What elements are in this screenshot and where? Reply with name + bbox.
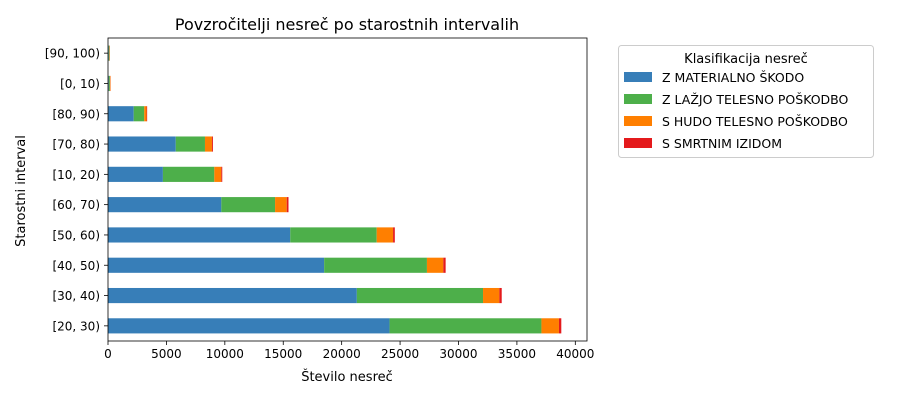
y-tick-label-8: [80, 90) bbox=[52, 107, 100, 121]
bar-segment-5-4 bbox=[286, 197, 289, 213]
y-tick-label-1: [20, 30) bbox=[52, 319, 100, 333]
bar-segment-4-3 bbox=[376, 227, 394, 243]
bar-segment-7-4 bbox=[211, 136, 213, 152]
legend-items: Z MATERIALNO ŠKODO Z LAŽJO TELESNO POŠKOD… bbox=[624, 70, 849, 151]
bar-segment-6-1 bbox=[108, 166, 163, 182]
bar-segment-6-2 bbox=[162, 166, 215, 182]
chart-title: Povzročitelji nesreč po starostnih inter… bbox=[175, 15, 519, 34]
bar-segment-7-1 bbox=[108, 136, 176, 152]
bar-segment-3-1 bbox=[108, 257, 325, 273]
bar-segment-3-2 bbox=[324, 257, 427, 273]
bar-segment-2-2 bbox=[356, 287, 484, 304]
bar-segment-2-4 bbox=[499, 287, 502, 304]
y-tick-label-10: [90, 100) bbox=[45, 47, 100, 61]
legend-swatch-3 bbox=[624, 116, 652, 126]
x-tick-label-7: 30000 bbox=[439, 347, 477, 361]
bar-segment-9-1 bbox=[108, 75, 109, 92]
bar-segment-6-3 bbox=[214, 166, 222, 182]
x-tick-label-4: 15000 bbox=[264, 347, 302, 361]
bar-segment-4-2 bbox=[290, 227, 377, 243]
bar-segment-5-3 bbox=[275, 197, 287, 213]
x-axis-label: Število nesreč bbox=[301, 369, 393, 385]
bar-segment-1-3 bbox=[541, 318, 559, 334]
x-tick-label-1: 0 bbox=[104, 347, 112, 361]
bars-layer bbox=[108, 45, 562, 334]
y-tick-label-9: [0, 10) bbox=[60, 77, 100, 91]
bar-segment-1-2 bbox=[389, 318, 542, 334]
legend-title: Klasifikacija nesreč bbox=[684, 52, 808, 67]
y-tick-label-2: [30, 40) bbox=[52, 289, 100, 303]
bar-segment-2-1 bbox=[108, 287, 357, 304]
bar-segment-10-2 bbox=[108, 45, 110, 61]
legend-swatch-2 bbox=[624, 94, 652, 104]
y-tick-label-7: [70, 80) bbox=[52, 138, 100, 152]
axes-layer: 0 5000 10000 15000 20000 25000 30000 35000 40000… bbox=[45, 37, 594, 361]
bar-segment-6-4 bbox=[221, 166, 223, 182]
bar-segment-4-4 bbox=[393, 227, 395, 243]
bar-segment-5-2 bbox=[221, 197, 276, 213]
y-tick-label-5: [60, 70) bbox=[52, 198, 100, 212]
legend-swatch-4 bbox=[624, 138, 652, 148]
x-tick-label-9: 40000 bbox=[556, 347, 594, 361]
legend-frame bbox=[618, 45, 874, 158]
y-tick-label-3: [40, 50) bbox=[52, 259, 100, 273]
legend-label-3: S HUDO TELESNO POŠKODBO bbox=[662, 114, 848, 129]
bar-segment-1-1 bbox=[108, 318, 390, 334]
legend: Klasifikacija nesreč Z MATERIALNO ŠKODOZ… bbox=[618, 45, 874, 158]
bar-segment-4-1 bbox=[108, 227, 291, 243]
legend-label-4: S SMRTNIM IZIDOM bbox=[662, 136, 782, 151]
bar-segment-9-3 bbox=[109, 75, 111, 92]
bar-segment-7-2 bbox=[175, 136, 205, 152]
x-tick-label-3: 10000 bbox=[206, 347, 244, 361]
x-tick-label-8: 35000 bbox=[498, 347, 536, 361]
x-tick-label-5: 20000 bbox=[323, 347, 361, 361]
plot-frame bbox=[107, 37, 588, 342]
bar-segment-3-3 bbox=[426, 257, 444, 273]
y-axis-label: Starostni interval bbox=[14, 135, 29, 247]
bar-segment-8-1 bbox=[108, 106, 134, 122]
x-tick-label-2: 5000 bbox=[151, 347, 182, 361]
bar-segment-8-2 bbox=[133, 106, 145, 122]
y-tick-label-6: [10, 20) bbox=[52, 168, 100, 182]
bar-segment-8-3 bbox=[144, 106, 147, 122]
y-tick-label-4: [50, 60) bbox=[52, 228, 100, 242]
bar-segment-3-4 bbox=[443, 257, 446, 273]
bar-segment-5-1 bbox=[108, 197, 222, 213]
legend-swatch-1 bbox=[624, 72, 652, 82]
bar-segment-9-2 bbox=[108, 75, 110, 92]
bar-segment-7-3 bbox=[204, 136, 212, 152]
legend-label-1: Z MATERIALNO ŠKODO bbox=[662, 70, 804, 85]
bar-segment-2-3 bbox=[483, 287, 500, 304]
bar-segment-8-4 bbox=[146, 106, 148, 122]
legend-label-2: Z LAŽJO TELESNO POŠKODBO bbox=[662, 92, 849, 107]
bar-segment-1-4 bbox=[558, 318, 562, 334]
x-tick-label-6: 25000 bbox=[381, 347, 419, 361]
